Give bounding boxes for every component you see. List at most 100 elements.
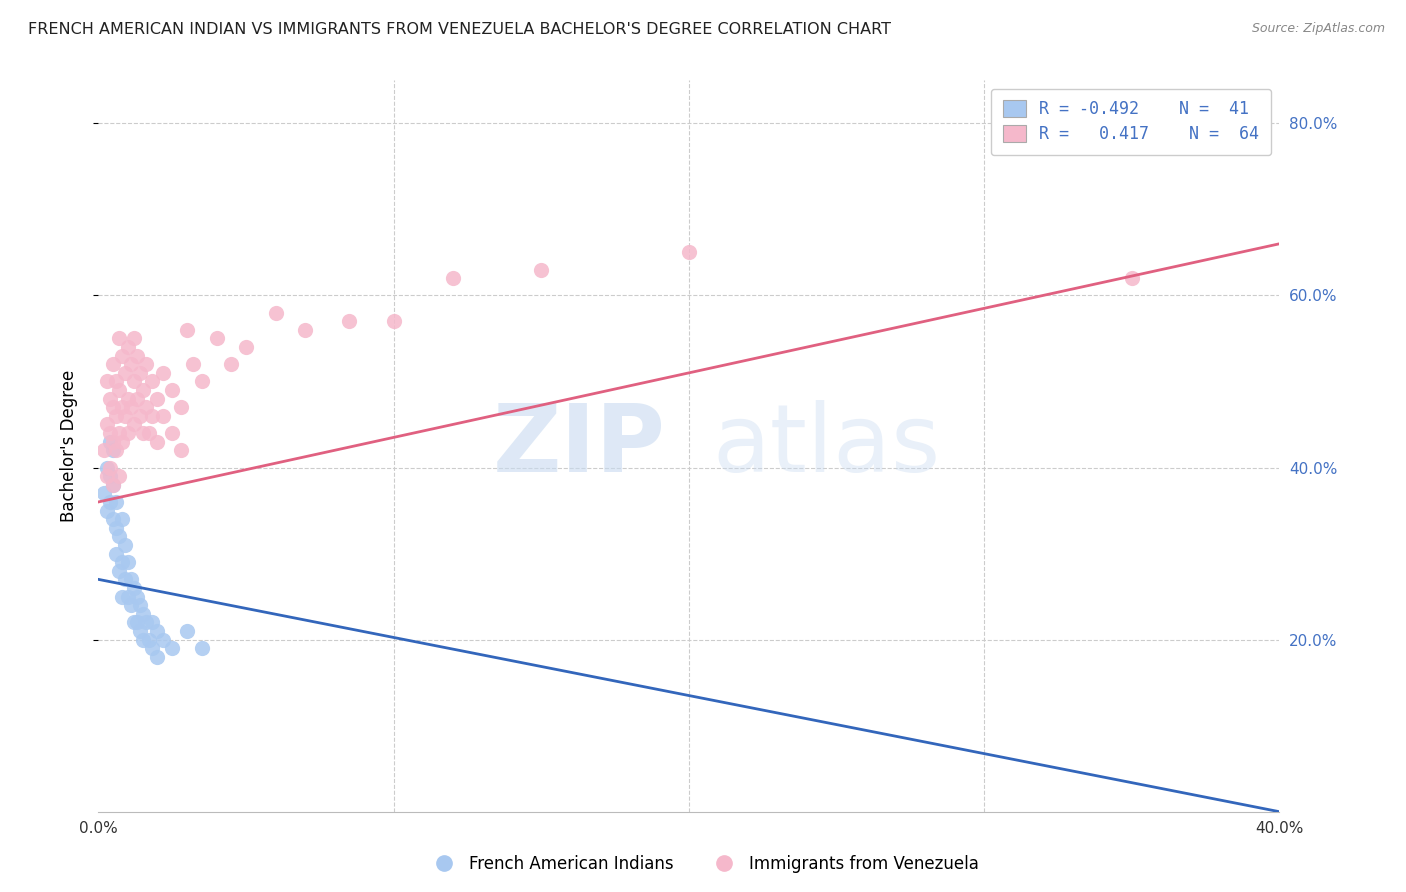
Point [181, 357, 204, 371]
Point [120, 573, 142, 587]
Point [93, 443, 115, 458]
Point [1121, 271, 1143, 285]
Point [111, 512, 134, 526]
Point [93, 486, 115, 500]
Point [98, 434, 121, 449]
Point [103, 477, 125, 491]
Point [146, 434, 169, 449]
Text: ZIP: ZIP [492, 400, 665, 492]
Point [98, 392, 121, 406]
Point [135, 357, 157, 371]
Point [98, 495, 121, 509]
Point [117, 555, 139, 569]
Point [122, 331, 145, 345]
Point [125, 392, 148, 406]
Point [138, 426, 160, 441]
Point [191, 641, 214, 656]
Point [114, 538, 136, 552]
Point [114, 409, 136, 423]
Point [294, 323, 316, 337]
Point [135, 401, 157, 415]
Point [103, 357, 125, 371]
Point [122, 417, 145, 432]
Point [108, 529, 131, 543]
Point [98, 469, 121, 483]
Point [141, 375, 163, 389]
Point [132, 632, 155, 647]
Point [176, 624, 198, 638]
Point [105, 547, 128, 561]
Point [114, 366, 136, 380]
Point [135, 615, 157, 630]
Point [264, 305, 287, 319]
Point [114, 573, 136, 587]
Point [108, 426, 131, 441]
Point [162, 383, 183, 397]
Point [98, 426, 121, 441]
Point [103, 434, 125, 449]
Point [141, 409, 163, 423]
Point [235, 340, 257, 354]
Point [103, 443, 125, 458]
Point [382, 314, 405, 328]
Point [117, 426, 139, 441]
Point [117, 590, 139, 604]
Point [141, 641, 163, 656]
Point [96, 375, 118, 389]
Point [170, 401, 193, 415]
Point [128, 624, 150, 638]
Legend: French American Indians, Immigrants from Venezuela: French American Indians, Immigrants from… [420, 848, 986, 880]
Point [120, 598, 142, 612]
Point [111, 401, 134, 415]
Point [111, 590, 134, 604]
Point [152, 632, 174, 647]
Point [146, 392, 169, 406]
Point [108, 469, 131, 483]
Point [96, 469, 118, 483]
Point [105, 375, 128, 389]
Point [162, 426, 183, 441]
Point [108, 331, 131, 345]
Point [120, 401, 142, 415]
Point [122, 581, 145, 595]
Point [339, 314, 360, 328]
Point [125, 615, 148, 630]
Point [125, 349, 148, 363]
Point [105, 521, 128, 535]
Point [128, 366, 150, 380]
Text: Source: ZipAtlas.com: Source: ZipAtlas.com [1251, 22, 1385, 36]
Point [530, 262, 553, 277]
Point [111, 349, 134, 363]
Point [170, 443, 193, 458]
Point [152, 366, 174, 380]
Point [108, 564, 131, 578]
Point [141, 615, 163, 630]
Point [103, 401, 125, 415]
Point [205, 331, 228, 345]
Point [441, 271, 464, 285]
Point [96, 460, 118, 475]
Point [132, 383, 155, 397]
Point [162, 641, 183, 656]
Point [117, 340, 139, 354]
Point [219, 357, 242, 371]
Point [128, 598, 150, 612]
Point [678, 245, 700, 260]
Point [120, 357, 142, 371]
Point [111, 434, 134, 449]
Point [152, 409, 174, 423]
Point [146, 624, 169, 638]
Text: FRENCH AMERICAN INDIAN VS IMMIGRANTS FROM VENEZUELA BACHELOR'S DEGREE CORRELATIO: FRENCH AMERICAN INDIAN VS IMMIGRANTS FRO… [28, 22, 891, 37]
Point [103, 512, 125, 526]
Point [125, 590, 148, 604]
Point [191, 375, 214, 389]
Point [132, 607, 155, 621]
Point [128, 409, 150, 423]
Y-axis label: Bachelor's Degree: Bachelor's Degree [59, 370, 77, 522]
Point [132, 426, 155, 441]
Point [176, 323, 198, 337]
Point [146, 649, 169, 664]
Point [103, 477, 125, 491]
Point [96, 503, 118, 517]
Point [96, 417, 118, 432]
